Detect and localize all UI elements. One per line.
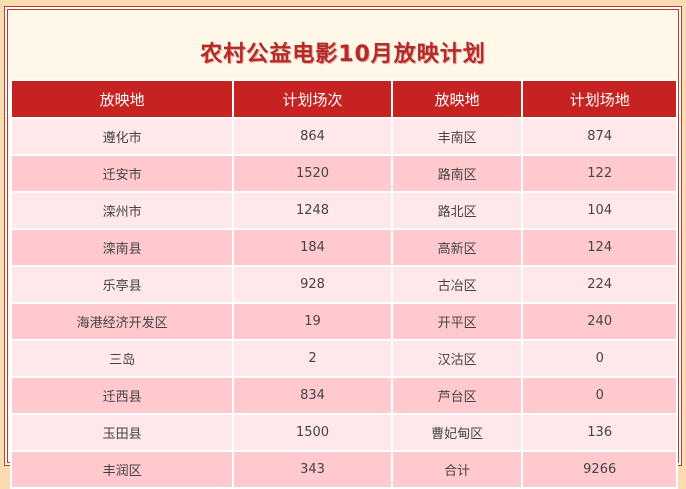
table-cell: 19 <box>234 304 391 339</box>
table-cell: 0 <box>523 341 676 376</box>
poster-inner: 农村公益电影10月放映计划 放映地 计划场次 放映地 计划场地 遵化市 864 丰南… <box>7 9 679 489</box>
schedule-table: 放映地 计划场次 放映地 计划场地 遵化市 864 丰南区 874 迁安市 1520 路南区… <box>10 79 678 489</box>
table-cell: 开平区 <box>392 304 522 339</box>
table-row: 三岛 2 汉沽区 0 <box>12 341 676 376</box>
page-title: 农村公益电影10月放映计划 <box>200 42 486 67</box>
table-cell: 丰润区 <box>12 452 233 487</box>
table-cell: 1500 <box>234 415 391 450</box>
table-cell: 路北区 <box>392 193 522 228</box>
table-cell: 874 <box>523 119 676 154</box>
table-cell: 864 <box>234 119 391 154</box>
table-row: 遵化市 864 丰南区 874 <box>12 119 676 154</box>
table-cell: 104 <box>523 193 676 228</box>
table-row: 海港经济开发区 19 开平区 240 <box>12 304 676 339</box>
table-cell: 芦台区 <box>392 378 522 413</box>
table-row: 迁安市 1520 路南区 122 <box>12 156 676 191</box>
table-cell: 0 <box>523 378 676 413</box>
table-cell: 路南区 <box>392 156 522 191</box>
table-row: 迁西县 834 芦台区 0 <box>12 378 676 413</box>
table-cell: 曹妃甸区 <box>392 415 522 450</box>
table-cell: 1248 <box>234 193 391 228</box>
table-cell: 汉沽区 <box>392 341 522 376</box>
table-cell: 122 <box>523 156 676 191</box>
table-cell: 三岛 <box>12 341 233 376</box>
table-row: 丰润区 343 合计 9266 <box>12 452 676 487</box>
table-cell: 184 <box>234 230 391 265</box>
table-cell: 124 <box>523 230 676 265</box>
table-row: 乐亭县 928 古冶区 224 <box>12 267 676 302</box>
header-cell: 放映地 <box>392 81 522 117</box>
header-row: 放映地 计划场次 放映地 计划场地 <box>12 81 676 117</box>
table-cell: 1520 <box>234 156 391 191</box>
table-cell: 高新区 <box>392 230 522 265</box>
table-cell: 古冶区 <box>392 267 522 302</box>
table-cell: 224 <box>523 267 676 302</box>
table-cell: 9266 <box>523 452 676 487</box>
header-cell: 计划场次 <box>234 81 391 117</box>
table-row: 滦南县 184 高新区 124 <box>12 230 676 265</box>
table-cell: 2 <box>234 341 391 376</box>
table-cell: 迁安市 <box>12 156 233 191</box>
table-cell: 迁西县 <box>12 378 233 413</box>
table-row: 玉田县 1500 曹妃甸区 136 <box>12 415 676 450</box>
table-cell: 834 <box>234 378 391 413</box>
table-cell: 136 <box>523 415 676 450</box>
table-cell: 玉田县 <box>12 415 233 450</box>
table-cell: 合计 <box>392 452 522 487</box>
table-row: 滦州市 1248 路北区 104 <box>12 193 676 228</box>
table-cell: 滦州市 <box>12 193 233 228</box>
poster-frame: 农村公益电影10月放映计划 放映地 计划场次 放映地 计划场地 遵化市 864 丰南… <box>4 6 682 489</box>
table-cell: 遵化市 <box>12 119 233 154</box>
header-cell: 放映地 <box>12 81 233 117</box>
table-cell: 滦南县 <box>12 230 233 265</box>
table-cell: 乐亭县 <box>12 267 233 302</box>
table-cell: 海港经济开发区 <box>12 304 233 339</box>
table-cell: 928 <box>234 267 391 302</box>
table-cell: 丰南区 <box>392 119 522 154</box>
table-cell: 240 <box>523 304 676 339</box>
table-cell: 343 <box>234 452 391 487</box>
header-cell: 计划场地 <box>523 81 676 117</box>
